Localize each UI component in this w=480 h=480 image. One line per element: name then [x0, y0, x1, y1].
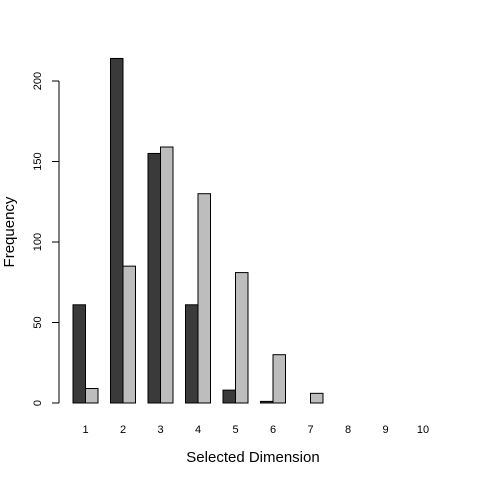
x-tick-label: 9	[382, 424, 388, 436]
bar-series-2	[160, 146, 174, 404]
bar-series-1	[147, 152, 161, 404]
x-tick-label: 10	[417, 424, 429, 436]
x-tick-label: 6	[270, 424, 276, 436]
y-tick-label: 200	[32, 72, 44, 90]
x-tick-label: 8	[345, 424, 351, 436]
y-tick-label: 0	[32, 400, 44, 406]
y-tick-label: 100	[32, 233, 44, 251]
bar-series-1	[110, 57, 124, 404]
bars	[72, 57, 324, 404]
x-tick-label: 2	[120, 424, 126, 436]
bar-series-2	[235, 272, 249, 404]
x-tick-label: 5	[232, 424, 238, 436]
bar-series-1	[260, 400, 274, 404]
bar-series-2	[122, 265, 136, 404]
bar-series-1	[72, 304, 86, 404]
x-tick-label: 7	[307, 424, 313, 436]
bar-series-2	[310, 392, 324, 404]
x-tick-label: 3	[157, 424, 163, 436]
y-tick-label: 150	[32, 152, 44, 170]
x-tick-label: 1	[82, 424, 88, 436]
x-axis-title: Selected Dimension	[186, 449, 319, 466]
x-tick-label: 4	[195, 424, 201, 436]
y-axis: 0 50 100 150 200	[32, 72, 60, 406]
bar-series-1	[185, 304, 199, 404]
y-axis-title: Frequency	[1, 196, 18, 267]
y-tick-label: 50	[32, 316, 44, 328]
bar-series-2	[272, 354, 286, 404]
x-tick-labels: 1 2 3 4 5 6 7 8 9 10	[82, 424, 429, 436]
bar-series-2	[197, 193, 211, 404]
bar-series-1	[222, 389, 236, 404]
bar-series-2	[85, 388, 99, 404]
